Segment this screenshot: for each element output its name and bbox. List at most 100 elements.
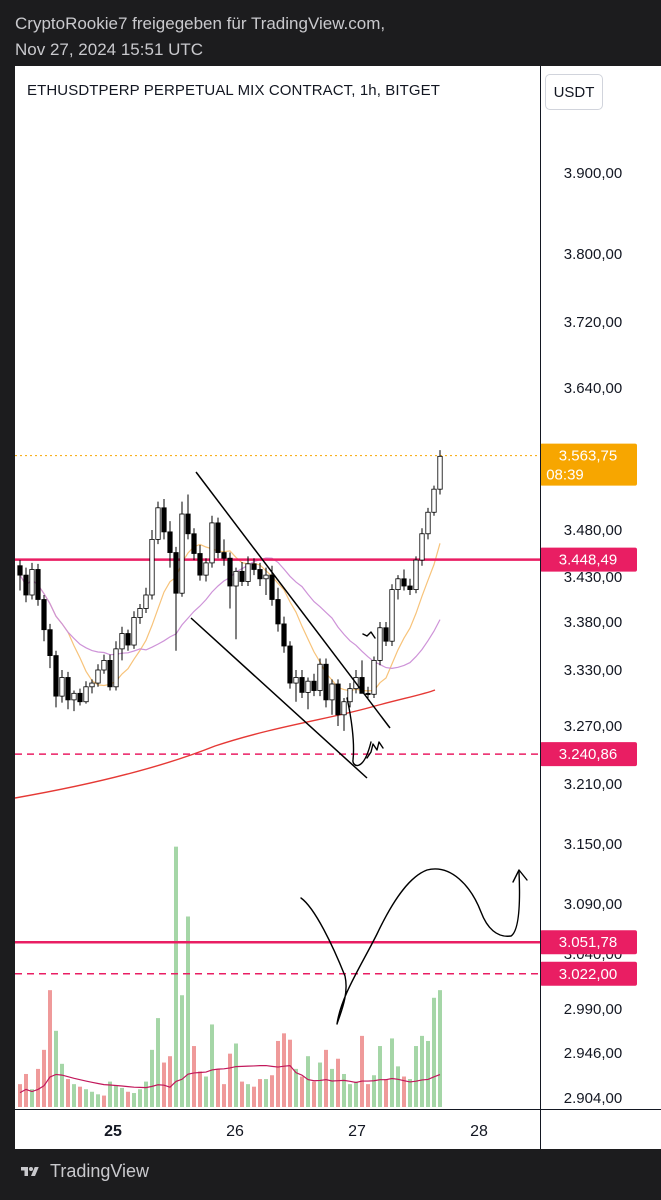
volume-bar bbox=[102, 1095, 106, 1107]
candle-body bbox=[359, 677, 365, 694]
candle-body bbox=[383, 627, 389, 642]
candle-body bbox=[341, 701, 347, 716]
price-tick-label: 2.990,00 bbox=[564, 1001, 622, 1018]
share-timestamp: Nov 27, 2024 15:51 UTC bbox=[15, 40, 204, 59]
volume-bar bbox=[360, 1035, 364, 1107]
volume-bar bbox=[114, 1085, 118, 1107]
volume-bar bbox=[246, 1084, 250, 1107]
level-price-tag-bg bbox=[540, 547, 637, 572]
price-tick-label: 3.720,00 bbox=[564, 314, 622, 331]
candle-body bbox=[47, 629, 53, 656]
volume-bar bbox=[378, 1046, 382, 1107]
candle-body bbox=[347, 688, 353, 703]
candle-body bbox=[227, 557, 233, 587]
volume-bar bbox=[174, 846, 178, 1107]
volume-bar bbox=[228, 1053, 232, 1107]
price-tick-label: 3.330,00 bbox=[564, 662, 622, 679]
currency-button[interactable]: USDT bbox=[545, 74, 603, 110]
candle-body bbox=[179, 513, 185, 594]
candle-body bbox=[23, 574, 29, 596]
time-tick-label: 27 bbox=[348, 1123, 366, 1140]
share-attribution: CryptoRookie7 freigegeben für TradingVie… bbox=[15, 14, 386, 33]
candle-body bbox=[161, 507, 167, 533]
candle-body bbox=[263, 574, 269, 580]
candle-body bbox=[119, 633, 125, 650]
volume-bar bbox=[348, 1084, 352, 1107]
candle-body bbox=[287, 645, 293, 684]
volume-bar bbox=[402, 1076, 406, 1107]
time-tick-label: 28 bbox=[470, 1123, 488, 1140]
volume-bar bbox=[354, 1081, 358, 1107]
candle-body bbox=[173, 552, 179, 594]
candle-body bbox=[41, 599, 47, 631]
candle-body bbox=[197, 553, 203, 576]
volume-bar bbox=[336, 1058, 340, 1107]
candle-body bbox=[53, 655, 59, 697]
candle-body bbox=[221, 552, 227, 559]
price-tick-label: 2.946,00 bbox=[564, 1045, 622, 1062]
last-price-tag: 3.563,75 bbox=[559, 448, 617, 465]
volume-bar bbox=[426, 1040, 430, 1107]
level-price-tag: 3.051,78 bbox=[559, 934, 617, 951]
candle-body bbox=[413, 559, 419, 590]
chart-card[interactable]: ETHUSDTPERP PERPETUAL MIX CONTRACT, 1h, … bbox=[15, 66, 661, 1149]
level-price-tag: 3.448,49 bbox=[559, 552, 617, 569]
candle-body bbox=[431, 488, 437, 513]
level-price-tag: 3.240,86 bbox=[559, 746, 617, 763]
volume-bar bbox=[222, 1084, 226, 1107]
volume-bar bbox=[78, 1086, 82, 1107]
volume-bar bbox=[240, 1081, 244, 1107]
volume-bar bbox=[180, 995, 184, 1107]
candle-body bbox=[35, 569, 41, 600]
candle-body bbox=[65, 677, 71, 701]
volume-bar bbox=[24, 1073, 28, 1107]
candle-body bbox=[17, 565, 23, 576]
level-price-tag-bg bbox=[540, 742, 637, 767]
volume-bar bbox=[282, 1033, 286, 1107]
volume-bar bbox=[366, 1084, 370, 1107]
candle-body bbox=[293, 677, 299, 684]
volume-bar bbox=[414, 1046, 418, 1107]
volume-bar bbox=[126, 1091, 130, 1107]
candle-body bbox=[257, 569, 263, 580]
volume-bar bbox=[144, 1081, 148, 1107]
candle-body bbox=[407, 585, 413, 590]
sketch-wick-drop bbox=[346, 697, 372, 767]
volume-bar bbox=[186, 916, 190, 1107]
time-axis-divider bbox=[15, 1109, 661, 1110]
price-tick-label: 3.480,00 bbox=[564, 522, 622, 539]
candle-body bbox=[365, 692, 371, 695]
volume-bar bbox=[36, 1068, 40, 1107]
footer-brand: TradingView bbox=[50, 1161, 150, 1181]
volume-bar bbox=[288, 1039, 292, 1107]
candle-body bbox=[137, 608, 143, 618]
candle-body bbox=[203, 562, 209, 576]
volume-bar bbox=[96, 1094, 100, 1107]
candle-body bbox=[71, 692, 77, 701]
time-tick-label: 25 bbox=[104, 1123, 122, 1140]
volume-bar bbox=[276, 1040, 280, 1107]
volume-bar bbox=[252, 1086, 256, 1107]
candle-body bbox=[77, 692, 83, 703]
price-chart[interactable]: 3.900,00 3.800,00 3.720,00 3.640,00 3.480,00… bbox=[15, 66, 661, 1149]
price-tick-label: 3.640,00 bbox=[564, 380, 622, 397]
candle-body bbox=[83, 686, 89, 703]
candle-body bbox=[395, 578, 401, 590]
candle-body bbox=[269, 574, 275, 600]
candle-body bbox=[317, 663, 323, 691]
candle-body bbox=[335, 683, 341, 716]
candle-body bbox=[239, 570, 245, 582]
volume-bar bbox=[270, 1075, 274, 1107]
volume-bar bbox=[330, 1068, 334, 1107]
candle-body bbox=[29, 569, 35, 596]
volume-bar bbox=[312, 1081, 316, 1107]
volume-bar bbox=[264, 1079, 268, 1107]
candle-body bbox=[143, 594, 149, 609]
volume-bar bbox=[318, 1062, 322, 1107]
sketch-arrow-up-1 bbox=[362, 631, 376, 639]
volume-bar bbox=[216, 1068, 220, 1107]
candle-body bbox=[215, 522, 221, 553]
candle-body bbox=[89, 682, 95, 688]
candle-body bbox=[389, 589, 395, 642]
candle-body bbox=[149, 538, 155, 596]
